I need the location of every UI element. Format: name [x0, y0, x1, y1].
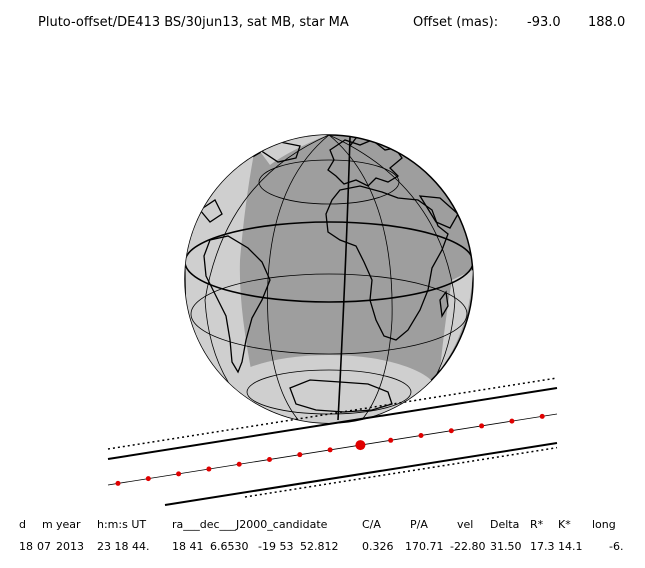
value-delta: 31.50: [490, 540, 522, 553]
header-vel: vel: [457, 518, 474, 531]
caribbean-coastline: [199, 199, 223, 223]
values-row: 18 07 2013 23 18 44. 18 41 6.6530 -19 53…: [0, 540, 645, 556]
track-dot: [448, 428, 454, 434]
value-year: 2013: [56, 540, 84, 553]
track-dot: [388, 437, 394, 443]
south-polar-region: [219, 355, 439, 423]
night-region-east: [440, 270, 473, 370]
closest-approach-dot: [355, 440, 366, 451]
header-day: d: [19, 518, 26, 531]
value-kstar: 14.1: [558, 540, 583, 553]
header-pa: P/A: [410, 518, 428, 531]
header-kstar: K*: [558, 518, 571, 531]
south-america-coastline: [203, 235, 271, 374]
track-dot: [206, 466, 212, 472]
track-dot: [418, 433, 424, 439]
track-dot: [509, 418, 515, 424]
header-ca: C/A: [362, 518, 381, 531]
value-ca: 0.326: [362, 540, 394, 553]
value-dec-s: 52.812: [300, 540, 339, 553]
header-month: m: [42, 518, 53, 531]
header-time: h:m:s UT: [97, 518, 147, 531]
track-dot: [236, 461, 242, 467]
value-day: 18: [19, 540, 33, 553]
equator-line: [185, 221, 473, 303]
centerline-track: [115, 413, 545, 486]
value-dec-dm: -19 53: [258, 540, 294, 553]
value-long: -6.: [609, 540, 624, 553]
track-dot: [327, 447, 333, 453]
offset-label: Offset (mas):: [413, 15, 499, 30]
africa-coastline: [325, 185, 449, 341]
plot-header: Pluto-offset/DE413 BS/30jun13, sat MB, s…: [0, 15, 645, 35]
track-dot: [297, 452, 303, 458]
track-dot: [145, 476, 151, 482]
occultation-map: [107, 134, 558, 506]
header-delta: Delta: [490, 518, 520, 531]
south-limit-dotted: [244, 446, 558, 498]
south-limit-line: [164, 442, 558, 506]
madagascar-coastline: [439, 290, 449, 318]
value-ra-s: 6.6530: [210, 540, 249, 553]
offset-x-value: -93.0: [527, 15, 561, 30]
north-limit-line: [107, 387, 558, 460]
track-dot: [479, 423, 485, 429]
header-year: year: [56, 518, 81, 531]
value-rstar: 17.3: [530, 540, 555, 553]
track-dot: [267, 456, 272, 462]
north-limit-dotted: [107, 377, 558, 450]
antarctica-coastline: [289, 379, 393, 413]
value-pa: 170.71: [405, 540, 444, 553]
offset-y-value: 188.0: [588, 15, 626, 30]
value-time: 23 18 44.: [97, 540, 150, 553]
column-headers: d m year h:m:s UT ra___dec___J2000_candi…: [0, 518, 645, 534]
value-vel: -22.80: [450, 540, 486, 553]
header-long: long: [592, 518, 616, 531]
header-rstar: R*: [530, 518, 544, 531]
arabia-coastline: [418, 195, 459, 229]
track-dot: [115, 480, 121, 486]
value-ra-hm: 18 41: [172, 540, 204, 553]
track-dot: [539, 413, 545, 419]
globe: [184, 134, 474, 424]
value-month: 07: [37, 540, 51, 553]
plot-title: Pluto-offset/DE413 BS/30jun13, sat MB, s…: [38, 15, 349, 30]
track-dot: [176, 471, 182, 477]
header-radec: ra___dec___J2000_candidate: [172, 518, 328, 531]
